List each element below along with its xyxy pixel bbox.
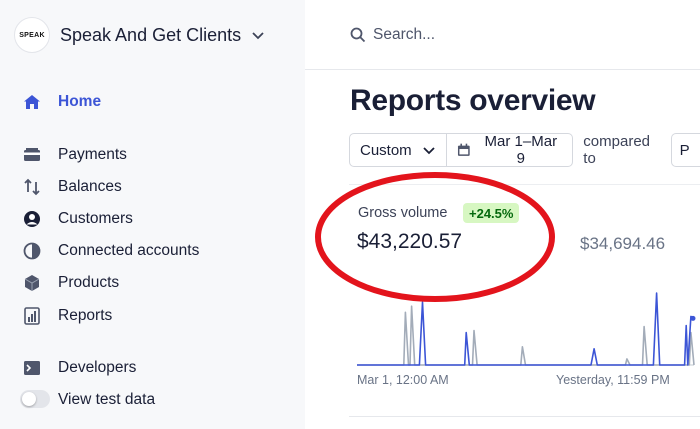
test-data-toggle[interactable] [20,390,50,408]
topbar [305,0,700,70]
axis-end-label: Yesterday, 11:59 PM [556,373,670,387]
current-period-endpoint [690,315,696,321]
reports-icon [22,306,42,326]
account-switcher[interactable]: SPEAK Speak And Get Clients [14,14,265,56]
sidebar-item-payments[interactable]: Payments [22,143,127,167]
gross-volume-chart[interactable] [349,285,700,370]
range-select[interactable]: Custom [349,133,447,167]
range-select-label: Custom [360,141,412,159]
sidebar-item-label: Connected accounts [58,242,200,259]
date-filters: Custom Mar 1–Mar 9 compared to P [349,133,700,167]
card-divider [349,416,700,417]
payments-icon [22,145,42,165]
sidebar-item-label: Payments [58,146,127,163]
gross-volume-value: $43,220.57 [357,230,463,253]
sidebar-item-balances[interactable]: Balances [22,175,122,199]
sidebar-item-products[interactable]: Products [22,271,119,295]
compare-period-select[interactable]: P [670,133,700,167]
test-data-label: View test data [58,391,156,408]
sidebar-item-home[interactable]: Home [22,90,101,114]
sidebar-item-label: Balances [58,178,122,195]
org-logo: SPEAK [14,17,50,53]
previous-volume-value: $34,694.46 [580,234,666,253]
customers-icon [22,209,42,229]
developers-icon [22,358,42,378]
red-circle-annotation [315,172,555,302]
search-icon [350,27,366,43]
gross-volume-label: Gross volume [358,205,448,221]
compared-to-label: compared to [583,133,650,167]
sidebar-item-customers[interactable]: Customers [22,207,133,231]
sidebar-item-connected-accounts[interactable]: Connected accounts [22,239,199,263]
current-period-line [357,292,695,366]
home-icon [22,92,42,112]
sidebar-item-label: Reports [58,307,113,324]
gross-volume-card[interactable] [349,184,700,416]
date-range-button[interactable]: Mar 1–Mar 9 [446,133,574,167]
sidebar-item-label: Products [58,274,120,291]
toggle-knob [22,392,36,406]
sidebar-item-label: Developers [58,359,137,376]
axis-start-label: Mar 1, 12:00 AM [357,373,449,387]
calendar-icon [457,143,470,156]
sidebar-item-label: Home [58,93,102,110]
date-range-label: Mar 1–Mar 9 [484,133,558,167]
chevron-down-icon [423,147,435,155]
connected-accounts-icon [22,241,42,261]
balances-icon [22,177,42,197]
compare-period-label: P [679,141,690,159]
sidebar-item-developers[interactable]: Developers [22,356,136,380]
chevron-down-icon [252,32,264,40]
products-icon [22,273,42,293]
org-name: Speak And Get Clients [60,24,242,45]
page-title: Reports overview [350,84,596,117]
sidebar-item-label: Customers [58,210,133,227]
previous-period-line [357,305,695,366]
search-input[interactable] [373,22,673,48]
sidebar-item-reports[interactable]: Reports [22,304,112,328]
change-badge: +24.5% [463,203,520,223]
sidebar: SPEAK Speak And Get Clients Home Payment… [0,0,305,429]
